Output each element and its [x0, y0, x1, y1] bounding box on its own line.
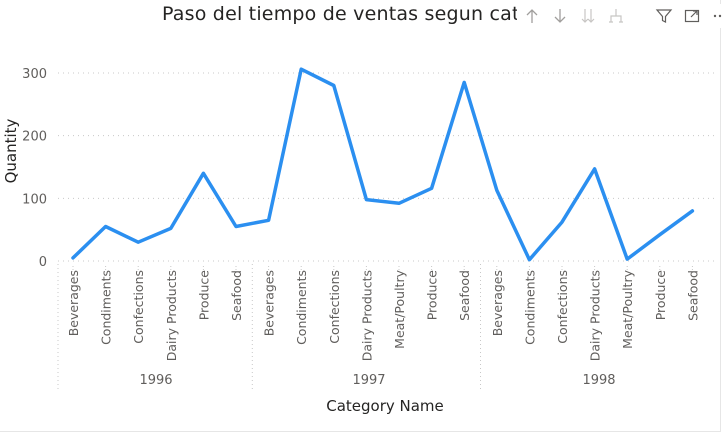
more-options-button[interactable]: [709, 5, 722, 27]
x-tick-label: Confections: [327, 270, 342, 344]
more-options-icon: [713, 14, 722, 18]
x-tick-label: Meat/Poultry: [392, 269, 407, 348]
x-tick-label: Dairy Products: [359, 270, 374, 361]
y-tick-label: 0: [39, 255, 47, 270]
double-arrow-down-icon: [581, 9, 595, 23]
x-tick-label: Seafood: [457, 270, 472, 321]
x-tick-label: Produce: [425, 270, 440, 321]
x-tick-label: Dairy Products: [588, 270, 603, 361]
arrow-up-icon: [526, 9, 538, 23]
expand-hierarchy-button[interactable]: [605, 5, 627, 27]
x-tick-label: Seafood: [229, 270, 244, 321]
drill-down-button[interactable]: [549, 5, 571, 27]
visual-header-toolbar: [517, 4, 722, 28]
y-tick-label: 200: [22, 130, 47, 145]
x-tick-label: Beverages: [262, 270, 277, 336]
x-tick-label: Seafood: [685, 270, 700, 321]
x-tick-label: Beverages: [490, 270, 505, 336]
x-tick-label: Condiments: [294, 270, 309, 345]
expand-hierarchy-icon: [609, 9, 623, 23]
y-tick-label: 300: [22, 67, 47, 82]
focus-mode-button[interactable]: [681, 5, 703, 27]
x-tick-label: Produce: [653, 270, 668, 321]
filter-icon: [655, 9, 673, 23]
x-axis-title: Category Name: [326, 397, 444, 415]
y-tick-label: 100: [22, 192, 47, 207]
x-tick-label: Meat/Poultry: [620, 269, 635, 348]
series-line: [71, 67, 695, 262]
focus-mode-icon: [684, 9, 700, 23]
x-tick-label: Condiments: [522, 270, 537, 345]
group-label: 1997: [352, 373, 385, 388]
y-axis-title: Quantity: [2, 118, 20, 183]
x-tick-label: Condiments: [99, 270, 114, 345]
x-tick-label: Confections: [555, 270, 570, 344]
group-label: 1998: [582, 373, 615, 388]
arrow-down-icon: [554, 9, 566, 23]
x-tick-label: Produce: [196, 270, 211, 321]
drill-up-button[interactable]: [521, 5, 543, 27]
next-level-button[interactable]: [577, 5, 599, 27]
chart-title: Paso del tiempo de ventas segun categorí…: [162, 3, 522, 25]
x-tick-label: Dairy Products: [164, 270, 179, 361]
group-label: 1996: [139, 373, 172, 388]
filter-button[interactable]: [653, 5, 675, 27]
x-tick-label: Confections: [131, 270, 146, 344]
x-tick-label: Beverages: [66, 270, 81, 336]
